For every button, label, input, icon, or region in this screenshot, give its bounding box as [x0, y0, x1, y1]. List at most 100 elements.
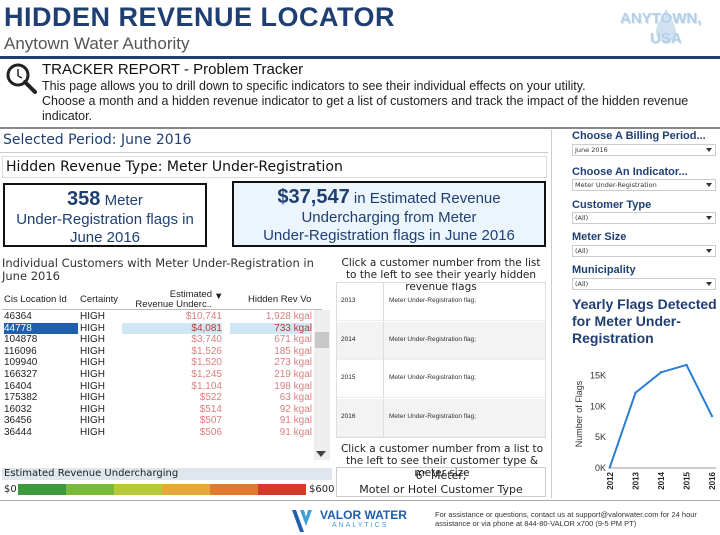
cell-rev: 92 kgal: [279, 403, 312, 415]
kpi-estimated-revenue: $37,547 in Estimated Revenue Underchargi…: [232, 181, 546, 247]
cell-id[interactable]: 44778: [4, 322, 78, 334]
column-header-estimated[interactable]: Estimated Revenue Underc..: [135, 289, 212, 310]
water-drop-icon: [656, 8, 676, 42]
cell-id[interactable]: 16404: [4, 380, 32, 392]
cell-id[interactable]: 166327: [4, 369, 38, 380]
yearly-flag-row: 2014 Meter Under-Registration flag;: [337, 321, 545, 360]
flag-year: 2014: [341, 335, 356, 343]
tracker-title: TRACKER REPORT - Problem Tracker: [42, 61, 304, 78]
yearly-flag-row: 2016 Meter Under-Registration flag;: [337, 398, 545, 437]
legend-color-scale: [18, 484, 306, 495]
table-row[interactable]: 16404 HIGH $1,104 198 kgal: [2, 381, 312, 392]
table-row[interactable]: 36444 HIGH $506 91 kgal: [2, 427, 312, 438]
cell-certainty: HIGH: [80, 380, 105, 392]
row-divider: [383, 398, 384, 437]
valor-water-logo: VALOR WATER ANALYTICS: [290, 506, 420, 534]
chevron-down-icon[interactable]: [706, 282, 712, 286]
cell-est: $1,520: [191, 357, 222, 369]
yearly-flags-table: 2013 Meter Under-Registration flag; 2014 Me…: [336, 282, 546, 438]
yearly-flag-row: 2015 Meter Under-Registration flag;: [337, 360, 545, 398]
footer-divider: [0, 500, 720, 501]
municipality-select[interactable]: (All): [572, 278, 716, 290]
cell-id[interactable]: 104878: [4, 334, 38, 346]
cell-certainty: HIGH: [80, 345, 105, 357]
cell-id[interactable]: 16032: [4, 403, 32, 415]
cell-id[interactable]: 175382: [4, 392, 38, 404]
kpi-revenue-line-3: Under-Registration flags in June 2016: [263, 227, 515, 244]
section-divider: [0, 127, 720, 129]
flag-label: Meter Under-Registration flag;: [389, 297, 477, 304]
cell-certainty: HIGH: [80, 392, 105, 404]
footer-help-text: For assistance or questions, contact us …: [435, 510, 697, 528]
scroll-down-arrow-icon[interactable]: [316, 451, 326, 457]
cell-rev: 1,928 kgal: [265, 311, 312, 322]
valor-logo-icon: [292, 510, 312, 532]
row-divider: [383, 321, 384, 360]
customer-type-select[interactable]: (All): [572, 212, 716, 224]
legend-min: $0: [4, 484, 17, 495]
chevron-down-icon[interactable]: [706, 148, 712, 152]
column-header-hidden-rev[interactable]: Hidden Rev Vo: [248, 294, 312, 305]
table-row[interactable]: 175382 HIGH $522 63 kgal: [2, 392, 312, 403]
anytown-logo: ANYTOWN, USA: [618, 6, 714, 52]
period-divider: [0, 152, 548, 153]
billing-period-label: Choose A Billing Period...: [572, 130, 706, 142]
chevron-down-icon[interactable]: [706, 183, 712, 187]
meter-size-select[interactable]: (All): [572, 245, 716, 257]
table-row[interactable]: 44778 HIGH $4,081 733 kgal: [2, 322, 312, 334]
tracker-description-1: This page allows you to drill down to sp…: [42, 79, 586, 93]
cell-est: $10,741: [185, 311, 222, 322]
data-point: [659, 371, 663, 374]
series-line: [609, 363, 713, 468]
flag-label: Meter Under-Registration flag;: [389, 374, 477, 381]
billing-period-select[interactable]: June 2016: [572, 144, 716, 156]
kpi-revenue-amount: $37,547: [277, 186, 350, 208]
y-axis-label: Number of Flags: [574, 380, 584, 447]
flag-label: Meter Under-Registration flag;: [389, 335, 477, 343]
legend-swatch: [258, 484, 306, 495]
kpi-flag-unit: Meter: [100, 192, 143, 209]
table-row[interactable]: 109940 HIGH $1,520 273 kgal: [2, 357, 312, 368]
sort-icon[interactable]: ▼: [214, 291, 224, 302]
column-header-certainty[interactable]: Certainty: [80, 294, 119, 305]
legend-max: $600: [309, 484, 335, 495]
x-tick-label: 2013: [632, 471, 641, 489]
table-row[interactable]: 16032 HIGH $514 92 kgal: [2, 404, 312, 415]
column-header-id[interactable]: Cis Location Id: [4, 294, 67, 305]
cell-id[interactable]: 36444: [4, 427, 32, 438]
table-row[interactable]: 36456 HIGH $507 91 kgal: [2, 415, 312, 426]
chevron-down-icon[interactable]: [706, 216, 712, 220]
indicator-select[interactable]: Meter Under-Registration: [572, 179, 716, 191]
magnifier-icon: [6, 63, 37, 94]
x-tick-label: 2015: [683, 471, 692, 489]
customer-type-detail: Motel or Hotel Customer Type: [359, 483, 523, 496]
customers-table[interactable]: Cis Location Id Certainty Estimated Reve…: [2, 288, 332, 466]
kpi-revenue-suffix: in Estimated Revenue: [349, 190, 501, 207]
cell-id[interactable]: 116096: [4, 345, 37, 357]
kpi-flag-count: 358 Meter Under-Registration flags in Ju…: [3, 183, 207, 247]
table-row[interactable]: 104878 HIGH $3,740 671 kgal: [2, 334, 312, 345]
customer-type-label: Customer Type: [572, 199, 652, 211]
x-tick-label: 2016: [708, 471, 717, 489]
table-scrollbar-thumb[interactable]: [315, 332, 329, 348]
kpi-flag-line-3: June 2016: [69, 229, 141, 246]
customers-table-header: Cis Location Id Certainty Estimated Reve…: [2, 288, 322, 310]
row-divider: [383, 360, 384, 398]
legend-swatch: [66, 484, 114, 495]
legend-swatch: [162, 484, 210, 495]
chevron-down-icon[interactable]: [706, 249, 712, 253]
column-divider: [551, 130, 552, 498]
table-row[interactable]: 116096 HIGH $1,526 185 kgal: [2, 346, 312, 357]
table-row[interactable]: 46364 HIGH $10,741 1,928 kgal: [2, 311, 312, 322]
cell-certainty: HIGH: [80, 369, 105, 380]
meter-size-label: Meter Size: [572, 231, 627, 243]
cell-est: $507: [199, 415, 222, 427]
customers-table-title: Individual Customers with Meter Under-Re…: [2, 256, 314, 283]
cell-id[interactable]: 109940: [4, 357, 38, 369]
table-row[interactable]: 166327 HIGH $1,245 219 kgal: [2, 369, 312, 380]
cell-rev: 91 kgal: [279, 415, 312, 427]
cell-id[interactable]: 36456: [4, 415, 32, 427]
cell-rev: 63 kgal: [279, 392, 312, 404]
cell-id[interactable]: 46364: [4, 311, 32, 322]
flag-year: 2015: [341, 374, 356, 381]
